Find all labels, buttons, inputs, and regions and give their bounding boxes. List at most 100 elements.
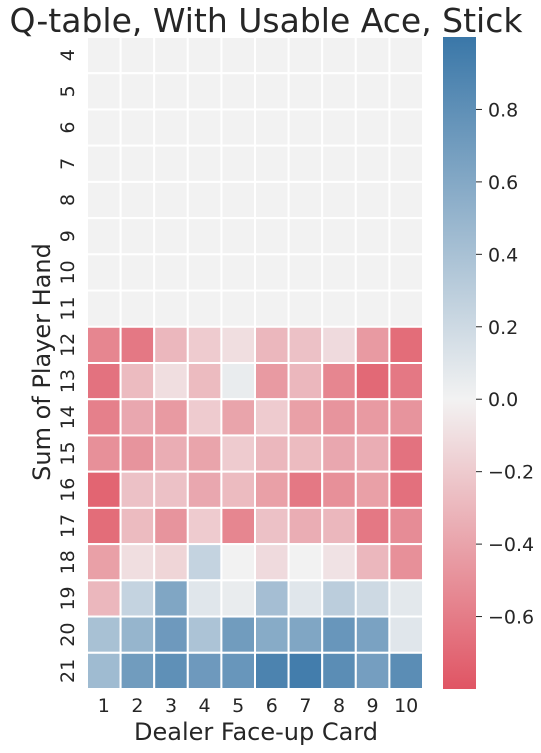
heatmap-cell	[254, 289, 290, 328]
heatmap-cell	[254, 398, 290, 437]
colorbar-tick-label: −0.2	[488, 462, 534, 484]
heatmap-cell	[186, 506, 223, 546]
heatmap-cell	[321, 579, 357, 618]
heatmap-cell	[388, 615, 424, 654]
heatmap-cell	[254, 325, 290, 364]
y-tick-label: 9	[57, 230, 79, 242]
heatmap-cell	[321, 217, 357, 256]
colorbar-ticks: 0.8 0.6 0.4 0.2 0.0 −0.2 −0.4 −0.6	[476, 99, 534, 629]
heatmap-cell	[153, 180, 189, 220]
heatmap-cell	[220, 615, 256, 654]
heatmap-cell	[254, 579, 290, 618]
y-axis-label: Sum of Player Hand	[28, 243, 56, 481]
heatmap-cell	[186, 217, 223, 256]
heatmap-cell	[321, 108, 357, 147]
heatmap-cell	[287, 362, 324, 401]
heatmap-cell	[220, 325, 256, 364]
heatmap-cell	[354, 180, 391, 220]
heatmap-cell	[287, 579, 324, 618]
heatmap-cell	[354, 289, 391, 328]
heatmap-cell	[354, 506, 391, 546]
heatmap-cell	[287, 36, 324, 75]
heatmap-cell	[86, 253, 122, 292]
x-tick-label: 5	[232, 695, 244, 717]
heatmap-cell	[388, 36, 424, 75]
heatmap-cell	[388, 362, 424, 401]
heatmap-cell	[153, 579, 189, 618]
heatmap-cell	[186, 651, 223, 690]
heatmap-cell	[119, 217, 156, 256]
heatmap-cell	[287, 108, 324, 147]
heatmap-cell	[220, 217, 256, 256]
x-tick-label: 3	[165, 695, 177, 717]
heatmap-cell	[354, 325, 391, 364]
heatmap-cell	[220, 470, 256, 509]
y-tick-label: 13	[57, 369, 79, 393]
colorbar-tick-label: 0.2	[488, 317, 518, 339]
heatmap-cell	[220, 434, 256, 473]
heatmap-cell	[388, 470, 424, 509]
heatmap-cell	[186, 543, 223, 582]
heatmap-cell	[354, 543, 391, 582]
x-tick-label: 8	[333, 695, 345, 717]
heatmap-cell	[354, 253, 391, 292]
heatmap-cell	[321, 325, 357, 364]
heatmap-cell	[153, 506, 189, 546]
heatmap-cell	[354, 362, 391, 401]
heatmap-cell	[321, 651, 357, 690]
heatmap-cell	[186, 398, 223, 437]
heatmap-cell	[287, 651, 324, 690]
heatmap-cell	[153, 362, 189, 401]
colorbar-tick-label: 0.6	[488, 172, 518, 194]
heatmap-cell	[321, 289, 357, 328]
y-tick-label: 10	[57, 260, 79, 284]
heatmap-cell	[254, 615, 290, 654]
heatmap-cell	[321, 506, 357, 546]
heatmap-cell	[388, 180, 424, 220]
heatmap-cell	[220, 506, 256, 546]
heatmap-cell	[321, 144, 357, 183]
heatmap-cell	[354, 72, 391, 111]
heatmap-cell	[119, 72, 156, 111]
heatmap-cell	[321, 180, 357, 220]
heatmap-cell	[254, 108, 290, 147]
heatmap-cell	[321, 470, 357, 509]
heatmap-cell	[388, 253, 424, 292]
y-tick-label: 6	[57, 122, 79, 134]
heatmap-cell	[287, 72, 324, 111]
heatmap-cell	[287, 506, 324, 546]
heatmap-cell	[220, 180, 256, 220]
heatmap-cell	[287, 434, 324, 473]
heatmap-cell	[220, 579, 256, 618]
heatmap-cell	[119, 108, 156, 147]
heatmap-cell	[287, 543, 324, 582]
heatmap-cell	[119, 180, 156, 220]
heatmap-cell	[287, 217, 324, 256]
heatmap-cell	[86, 325, 122, 364]
heatmap-cell	[354, 217, 391, 256]
heatmap-cells	[86, 36, 424, 690]
heatmap-cell	[321, 434, 357, 473]
heatmap-cell	[388, 217, 424, 256]
heatmap-cell	[254, 434, 290, 473]
heatmap-cell	[388, 506, 424, 546]
heatmap-cell	[388, 434, 424, 473]
heatmap-cell	[354, 398, 391, 437]
heatmap-cell	[321, 362, 357, 401]
x-tick-label: 7	[299, 695, 311, 717]
heatmap-cell	[119, 253, 156, 292]
heatmap-cell	[119, 325, 156, 364]
heatmap-cell	[153, 651, 189, 690]
x-tick-label: 1	[98, 695, 110, 717]
heatmap-cell	[287, 180, 324, 220]
heatmap-cell	[287, 253, 324, 292]
heatmap-cell	[287, 615, 324, 654]
heatmap-cell	[119, 579, 156, 618]
heatmap-cell	[86, 180, 122, 220]
x-tick-label: 10	[394, 695, 418, 717]
heatmap-cell	[86, 36, 122, 75]
heatmap-cell	[186, 72, 223, 111]
heatmap-cell	[86, 470, 122, 509]
colorbar	[443, 37, 476, 689]
heatmap-cell	[119, 36, 156, 75]
